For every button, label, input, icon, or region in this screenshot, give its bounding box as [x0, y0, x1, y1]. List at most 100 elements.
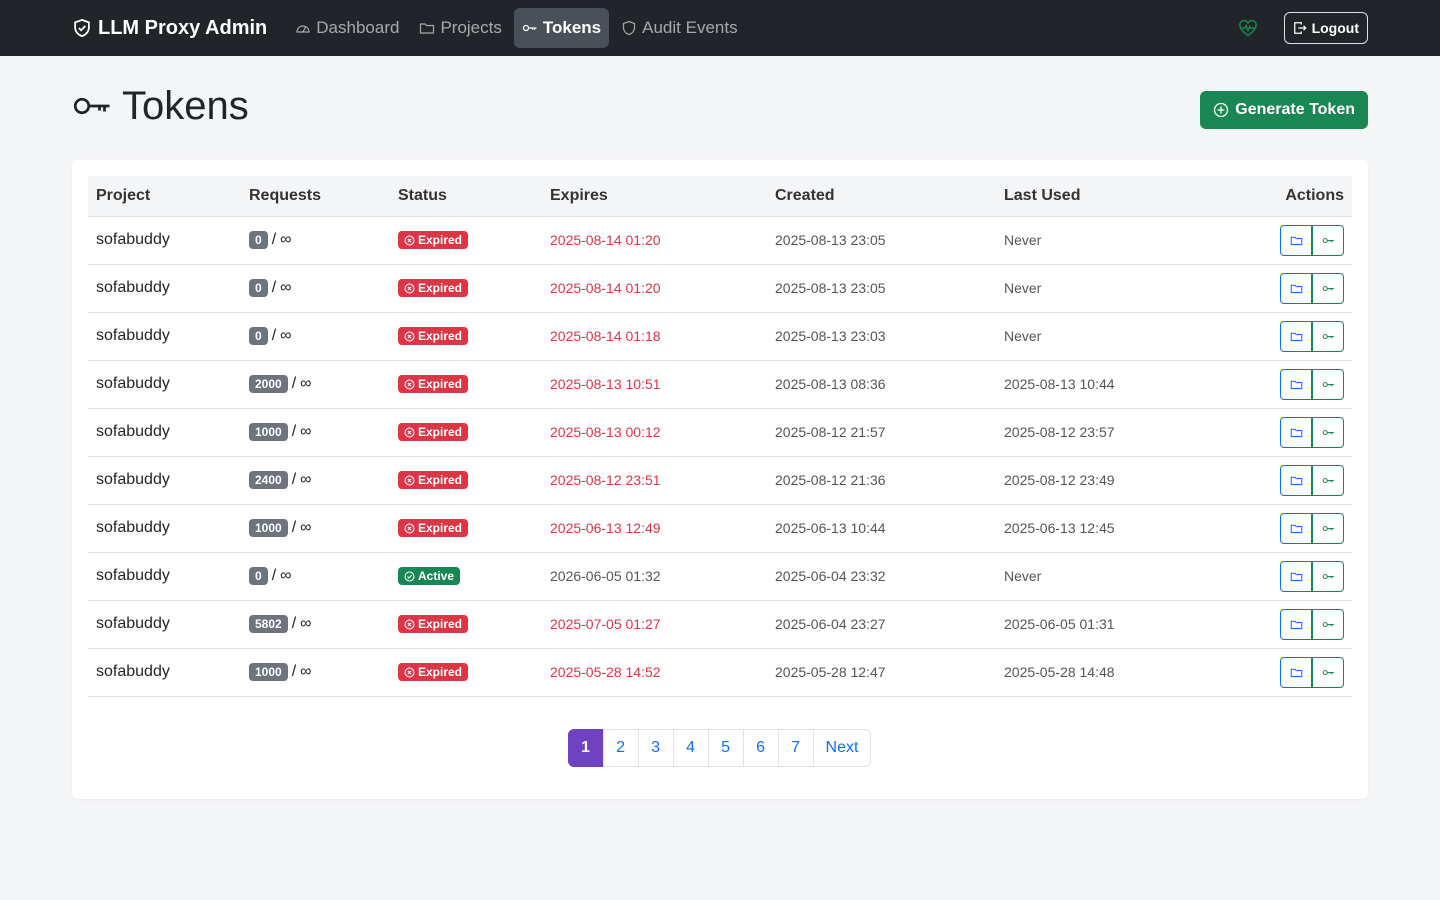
heart-pulse-icon[interactable]: [1238, 18, 1258, 38]
navbar: LLM Proxy Admin Dashboard Projects Token…: [0, 0, 1440, 56]
actions-cell: [1214, 360, 1352, 409]
last-used-cell: 2025-05-28 14:48: [996, 648, 1215, 697]
nav-tokens[interactable]: Tokens: [513, 8, 610, 48]
page-4-link[interactable]: 4: [672, 729, 709, 767]
speedometer-icon: [296, 25, 310, 33]
logout-label: Logout: [1311, 20, 1359, 36]
key-icon: [1322, 525, 1334, 531]
nav-audit-events[interactable]: Audit Events: [613, 8, 745, 48]
page-1-link[interactable]: 1: [567, 729, 604, 767]
status-cell: Expired: [390, 456, 542, 505]
status-cell: Expired: [390, 360, 542, 409]
view-token-button[interactable]: [1312, 464, 1344, 496]
row-actions: [1280, 608, 1344, 640]
next-page-link[interactable]: Next: [812, 729, 872, 767]
x-circle-icon: [404, 523, 415, 533]
requests-cell: 1000 / ∞: [241, 648, 390, 697]
page-2-link[interactable]: 2: [602, 729, 639, 767]
table-row: sofabuddy 1000 / ∞ Expired 2025-08-13 00…: [88, 408, 1352, 457]
view-project-button[interactable]: [1280, 560, 1312, 592]
key-icon: [1322, 237, 1334, 243]
key-icon: [1322, 669, 1334, 675]
view-token-button[interactable]: [1312, 368, 1344, 400]
key-icon: [522, 24, 537, 32]
view-project-button[interactable]: [1280, 224, 1312, 256]
view-token-button[interactable]: [1312, 320, 1344, 352]
table-header-row: Project Requests Status Expires Created …: [88, 176, 1352, 217]
generate-token-button[interactable]: Generate Token: [1200, 91, 1368, 129]
view-token-button[interactable]: [1312, 608, 1344, 640]
folder-icon: [420, 23, 435, 34]
view-project-button[interactable]: [1280, 272, 1312, 304]
key-icon: [1322, 381, 1334, 387]
view-token-button[interactable]: [1312, 656, 1344, 688]
view-project-button[interactable]: [1280, 368, 1312, 400]
view-project-button[interactable]: [1280, 464, 1312, 496]
table-row: sofabuddy 0 / ∞ Expired 2025-08-14 01:18…: [88, 312, 1352, 361]
key-icon: [1322, 333, 1334, 339]
created-cell: 2025-06-04 23:32: [767, 552, 996, 601]
page-7-link[interactable]: 7: [777, 729, 814, 767]
status-badge: Expired: [398, 231, 469, 249]
status-badge: Expired: [398, 279, 469, 297]
project-cell: sofabuddy: [88, 264, 241, 313]
key-icon: [1322, 477, 1334, 483]
page-5-link[interactable]: 5: [707, 729, 744, 767]
status-cell: Expired: [390, 216, 542, 265]
view-token-button[interactable]: [1312, 224, 1344, 256]
row-actions: [1280, 368, 1344, 400]
expires-cell: 2025-08-14 01:20: [542, 216, 767, 265]
nav-dashboard[interactable]: Dashboard: [287, 8, 407, 48]
request-separator: /: [291, 663, 297, 680]
request-count-badge: 0: [249, 279, 268, 297]
request-count-badge: 1000: [249, 663, 288, 681]
x-circle-icon: [404, 331, 415, 341]
x-circle-icon: [404, 379, 415, 389]
request-separator: /: [271, 327, 277, 344]
brand-title: LLM Proxy Admin: [98, 16, 268, 39]
row-actions: [1280, 560, 1344, 592]
view-token-button[interactable]: [1312, 272, 1344, 304]
status-cell: Active: [390, 552, 542, 601]
requests-cell: 0 / ∞: [241, 552, 390, 601]
actions-cell: [1214, 264, 1352, 313]
created-cell: 2025-08-13 23:05: [767, 216, 996, 265]
created-cell: 2025-06-13 10:44: [767, 504, 996, 553]
table-row: sofabuddy 2000 / ∞ Expired 2025-08-13 10…: [88, 360, 1352, 409]
status-label: Expired: [418, 665, 463, 679]
view-project-button[interactable]: [1280, 416, 1312, 448]
requests-cell: 1000 / ∞: [241, 504, 390, 553]
expires-cell: 2025-07-05 01:27: [542, 600, 767, 649]
view-token-button[interactable]: [1312, 560, 1344, 592]
x-circle-icon: [404, 235, 415, 245]
nav-projects[interactable]: Projects: [411, 8, 509, 48]
col-requests: Requests: [241, 176, 390, 217]
last-used-cell: Never: [996, 312, 1215, 361]
last-used-cell: 2025-08-12 23:57: [996, 408, 1215, 457]
status-cell: Expired: [390, 600, 542, 649]
request-separator: /: [291, 471, 297, 488]
requests-cell: 2000 / ∞: [241, 360, 390, 409]
brand[interactable]: LLM Proxy Admin: [72, 17, 267, 40]
view-project-button[interactable]: [1280, 320, 1312, 352]
project-cell: sofabuddy: [88, 360, 241, 409]
actions-cell: [1214, 600, 1352, 649]
actions-cell: [1214, 648, 1352, 697]
folder-icon: [1290, 524, 1302, 533]
last-used-cell: 2025-06-05 01:31: [996, 600, 1215, 649]
view-project-button[interactable]: [1280, 656, 1312, 688]
view-token-button[interactable]: [1312, 416, 1344, 448]
status-label: Expired: [418, 617, 463, 631]
actions-cell: [1214, 312, 1352, 361]
page-6-link[interactable]: 6: [742, 729, 779, 767]
table-row: sofabuddy 2400 / ∞ Expired 2025-08-12 23…: [88, 456, 1352, 505]
request-separator: /: [271, 279, 277, 296]
view-project-button[interactable]: [1280, 512, 1312, 544]
folder-icon: [1290, 668, 1302, 677]
view-project-button[interactable]: [1280, 608, 1312, 640]
nav-audit-events-label: Audit Events: [642, 18, 738, 37]
page-3-link[interactable]: 3: [637, 729, 674, 767]
actions-cell: [1214, 216, 1352, 265]
view-token-button[interactable]: [1312, 512, 1344, 544]
logout-button[interactable]: Logout: [1283, 12, 1368, 44]
